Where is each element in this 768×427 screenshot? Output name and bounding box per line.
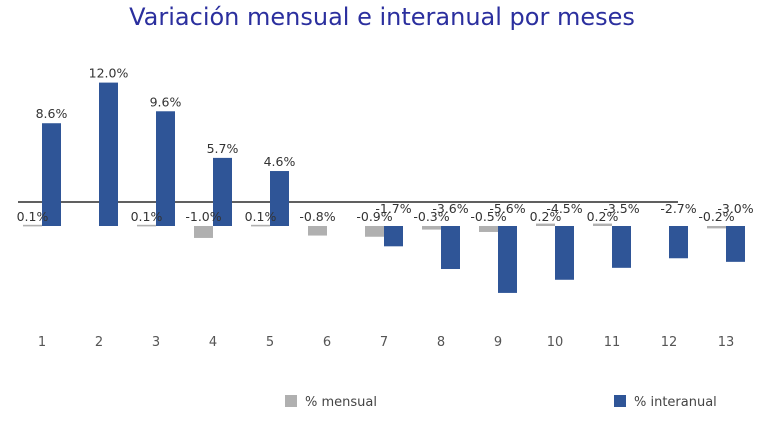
bar-interanual: [612, 226, 631, 268]
bar-mensual: [593, 223, 612, 226]
data-label-interanual: 9.6%: [150, 94, 182, 109]
x-tick-label: 2: [95, 335, 103, 350]
x-tick-label: 9: [494, 335, 502, 350]
data-labels-group: 0.1% 8.6% 12.0% 0.1% 9.6% -1.0% 5.7% 0.1% 4.6% -0…: [17, 66, 754, 224]
x-tick-label: 10: [547, 335, 564, 350]
bar-interanual: [156, 111, 175, 226]
data-label-mensual: -0.3%: [413, 209, 449, 224]
x-tick-label: 1: [38, 335, 46, 350]
bar-interanual: [270, 171, 289, 226]
bar-interanual: [441, 226, 460, 270]
data-label-interanual: -4.5%: [546, 201, 582, 216]
bar-interanual: [213, 157, 232, 226]
data-label-interanual: -3.6%: [432, 201, 468, 216]
data-label-mensual: -0.5%: [470, 209, 506, 224]
legend-label-interanual: % interanual: [634, 395, 717, 410]
x-tick-label: 4: [209, 335, 217, 350]
data-label-mensual: 0.2%: [587, 209, 619, 224]
bar-interanual: [384, 226, 403, 247]
data-label-interanual: 8.6%: [36, 106, 68, 121]
bar-interanual: [555, 226, 574, 280]
x-tick-label: 12: [661, 335, 678, 350]
data-label-interanual: -1.7%: [375, 201, 411, 216]
data-label-interanual: -3.0%: [717, 201, 753, 216]
bar-interanual: [726, 226, 745, 262]
legend: % mensual % interanual: [285, 395, 717, 410]
data-label-interanual: 12.0%: [89, 66, 129, 81]
data-label-interanual: -2.7%: [660, 201, 696, 216]
bar-mensual: [479, 226, 498, 232]
x-tick-label: 6: [323, 335, 331, 350]
data-label-mensual: -0.9%: [356, 209, 392, 224]
bar-mensual: [251, 224, 270, 227]
legend-swatch-interanual: [614, 395, 626, 407]
data-label-mensual: -0.2%: [698, 209, 734, 224]
legend-label-mensual: % mensual: [305, 395, 377, 410]
data-label-mensual: -1.0%: [185, 209, 221, 224]
data-label-interanual: 5.7%: [207, 141, 239, 156]
bar-mensual: [707, 226, 726, 229]
x-tick-label: 8: [437, 335, 445, 350]
data-label-interanual: -5.6%: [489, 201, 525, 216]
bar-interanual: [42, 123, 61, 226]
data-label-mensual: 0.1%: [131, 209, 163, 224]
bar-mensual: [194, 226, 213, 238]
x-tick-label: 5: [266, 335, 274, 350]
bar-mensual: [536, 223, 555, 226]
x-tick-label: 7: [380, 335, 388, 350]
bar-interanual: [99, 82, 118, 226]
bar-mensual: [308, 226, 327, 236]
bars-group: [23, 82, 745, 293]
chart-title: Variación mensual e interanual por meses: [129, 3, 635, 31]
bar-mensual: [137, 224, 156, 227]
bar-interanual: [669, 226, 688, 259]
data-label-interanual: 4.6%: [264, 154, 296, 169]
bar-mensual: [365, 226, 384, 237]
data-label-interanual: -3.5%: [603, 201, 639, 216]
bar-interanual: [498, 226, 517, 293]
data-label-mensual: -0.8%: [299, 209, 335, 224]
x-tick-label: 3: [152, 335, 160, 350]
bar-mensual: [422, 226, 441, 230]
bar-mensual: [23, 224, 42, 227]
legend-swatch-mensual: [285, 395, 297, 407]
data-label-mensual: 0.1%: [245, 209, 277, 224]
data-label-mensual: 0.1%: [17, 209, 49, 224]
data-label-mensual: 0.2%: [530, 209, 562, 224]
x-tick-label: 13: [718, 335, 735, 350]
x-tick-label: 11: [604, 335, 621, 350]
x-axis-ticks: 1 2 3 4 5 6 7 8 9 10 11 12 13: [38, 335, 734, 350]
